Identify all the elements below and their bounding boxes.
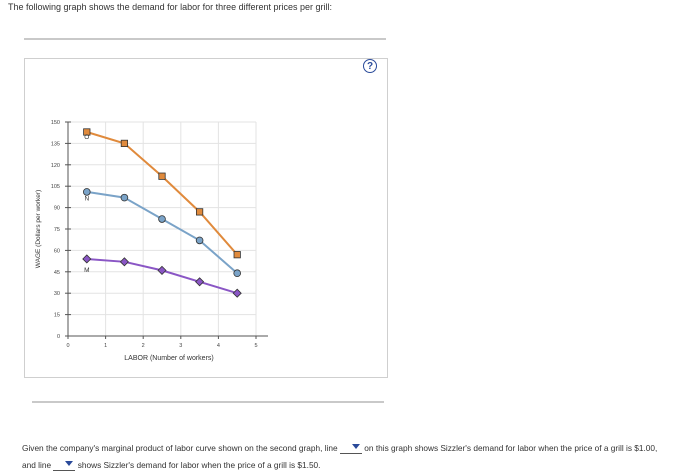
series-label-N: N <box>84 195 89 202</box>
point-N <box>82 188 91 196</box>
x-tick-label: 0 <box>66 343 69 349</box>
divider-bottom <box>32 401 384 403</box>
point-N <box>195 236 204 245</box>
x-tick-label: 3 <box>179 343 182 349</box>
y-axis-label: WAGE (Dollars per worker) <box>35 190 42 269</box>
y-tick-label: 15 <box>54 313 60 319</box>
y-tick-label: 105 <box>51 184 60 190</box>
x-axis-label: LABOR (Number of workers) <box>124 355 213 362</box>
point-M <box>195 277 205 287</box>
y-tick-label: 75 <box>54 227 60 233</box>
point-O <box>195 208 204 216</box>
series-line-O <box>86 131 238 256</box>
point-M <box>119 257 129 267</box>
y-tick-label: 150 <box>51 120 60 126</box>
question-part-2: on this graph shows Sizzler's demand for… <box>22 443 658 470</box>
y-tick-label: 45 <box>54 270 60 276</box>
series: O N M <box>82 128 242 298</box>
question-part-1: Given the company's marginal product of … <box>22 443 338 453</box>
y-tick-label: 120 <box>51 163 60 169</box>
point-O <box>158 172 166 180</box>
y-tick-label: 135 <box>51 141 60 147</box>
point-M <box>157 265 167 275</box>
y-tick-label: 30 <box>54 291 60 297</box>
dropdown-arrow-icon <box>351 444 360 450</box>
help-icon[interactable]: ? <box>363 59 377 73</box>
y-tick-label: 90 <box>54 206 60 212</box>
divider-top <box>24 38 386 40</box>
x-tick-label: 2 <box>142 343 145 349</box>
point-M <box>82 254 92 264</box>
dropdown-arrow-icon <box>65 461 74 467</box>
x-tick-label: 4 <box>217 343 220 349</box>
series-label-M: M <box>84 267 89 274</box>
point-N <box>158 215 166 223</box>
point-O <box>83 128 91 136</box>
x-tick-label: 5 <box>254 343 257 349</box>
point-O <box>233 251 241 259</box>
question-part-3: shows Sizzler's demand for labor when th… <box>77 460 321 470</box>
line-select-2[interactable] <box>53 460 76 472</box>
series-line-M <box>86 257 238 295</box>
y-tick-label: 0 <box>57 334 60 340</box>
point-N <box>120 193 129 202</box>
y-tick-label: 60 <box>54 248 60 254</box>
point-M <box>232 288 242 298</box>
x-tick-label: 1 <box>104 343 107 349</box>
point-N <box>233 269 242 278</box>
series-label-O: O <box>84 134 89 141</box>
grid <box>67 121 257 337</box>
point-O <box>120 139 128 147</box>
line-select-1[interactable] <box>339 443 362 455</box>
question-text: Given the company's marginal product of … <box>22 440 662 474</box>
intro-text: The following graph shows the demand for… <box>8 2 333 12</box>
